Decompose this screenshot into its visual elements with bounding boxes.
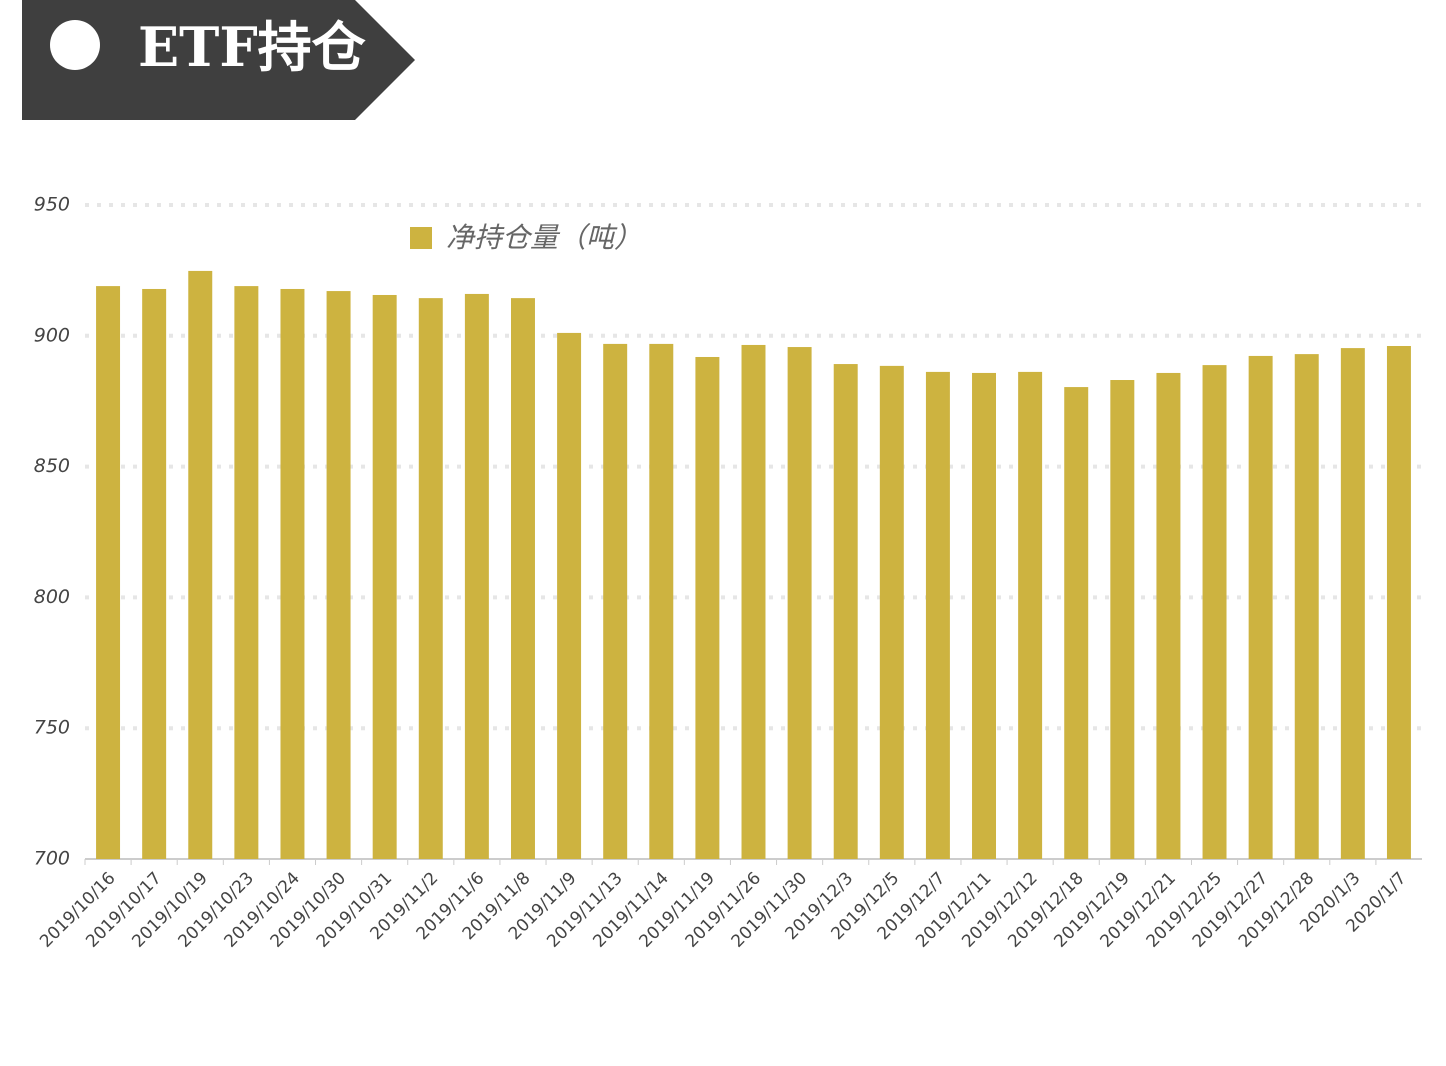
bar xyxy=(418,298,443,859)
bar xyxy=(96,286,121,859)
bar xyxy=(464,293,489,860)
bar xyxy=(372,294,397,860)
header-banner xyxy=(22,0,415,120)
chart-title: ETF持仓 xyxy=(138,15,367,79)
bar xyxy=(1018,371,1043,859)
bar xyxy=(188,270,213,859)
bar xyxy=(879,365,904,859)
bar xyxy=(280,288,305,859)
bar xyxy=(1110,380,1135,859)
header-dot xyxy=(50,20,100,70)
bar xyxy=(741,344,766,859)
bar xyxy=(557,332,582,860)
y-tick-label: 900 xyxy=(34,324,70,346)
bar xyxy=(972,372,997,859)
bar xyxy=(1156,372,1181,859)
bar xyxy=(695,356,720,859)
bar xyxy=(1202,365,1227,859)
bar xyxy=(925,371,950,859)
bar xyxy=(510,298,535,859)
bar xyxy=(1248,355,1273,859)
bar xyxy=(787,347,812,859)
legend-swatch xyxy=(410,227,432,249)
y-tick-label: 850 xyxy=(34,455,70,477)
bar xyxy=(234,286,259,859)
bar xyxy=(1064,387,1089,859)
bar xyxy=(833,364,858,859)
legend-label: 净持仓量（吨） xyxy=(446,221,642,254)
bar xyxy=(603,343,628,859)
bar xyxy=(326,291,351,859)
y-tick-label: 950 xyxy=(34,194,70,216)
y-tick-label: 700 xyxy=(34,848,70,870)
y-tick-label: 750 xyxy=(34,717,70,739)
y-tick-label: 800 xyxy=(34,586,70,608)
bar xyxy=(1294,354,1319,859)
bar xyxy=(1340,348,1365,859)
bar xyxy=(649,343,674,859)
bar xyxy=(1386,346,1411,859)
bar xyxy=(142,288,167,859)
